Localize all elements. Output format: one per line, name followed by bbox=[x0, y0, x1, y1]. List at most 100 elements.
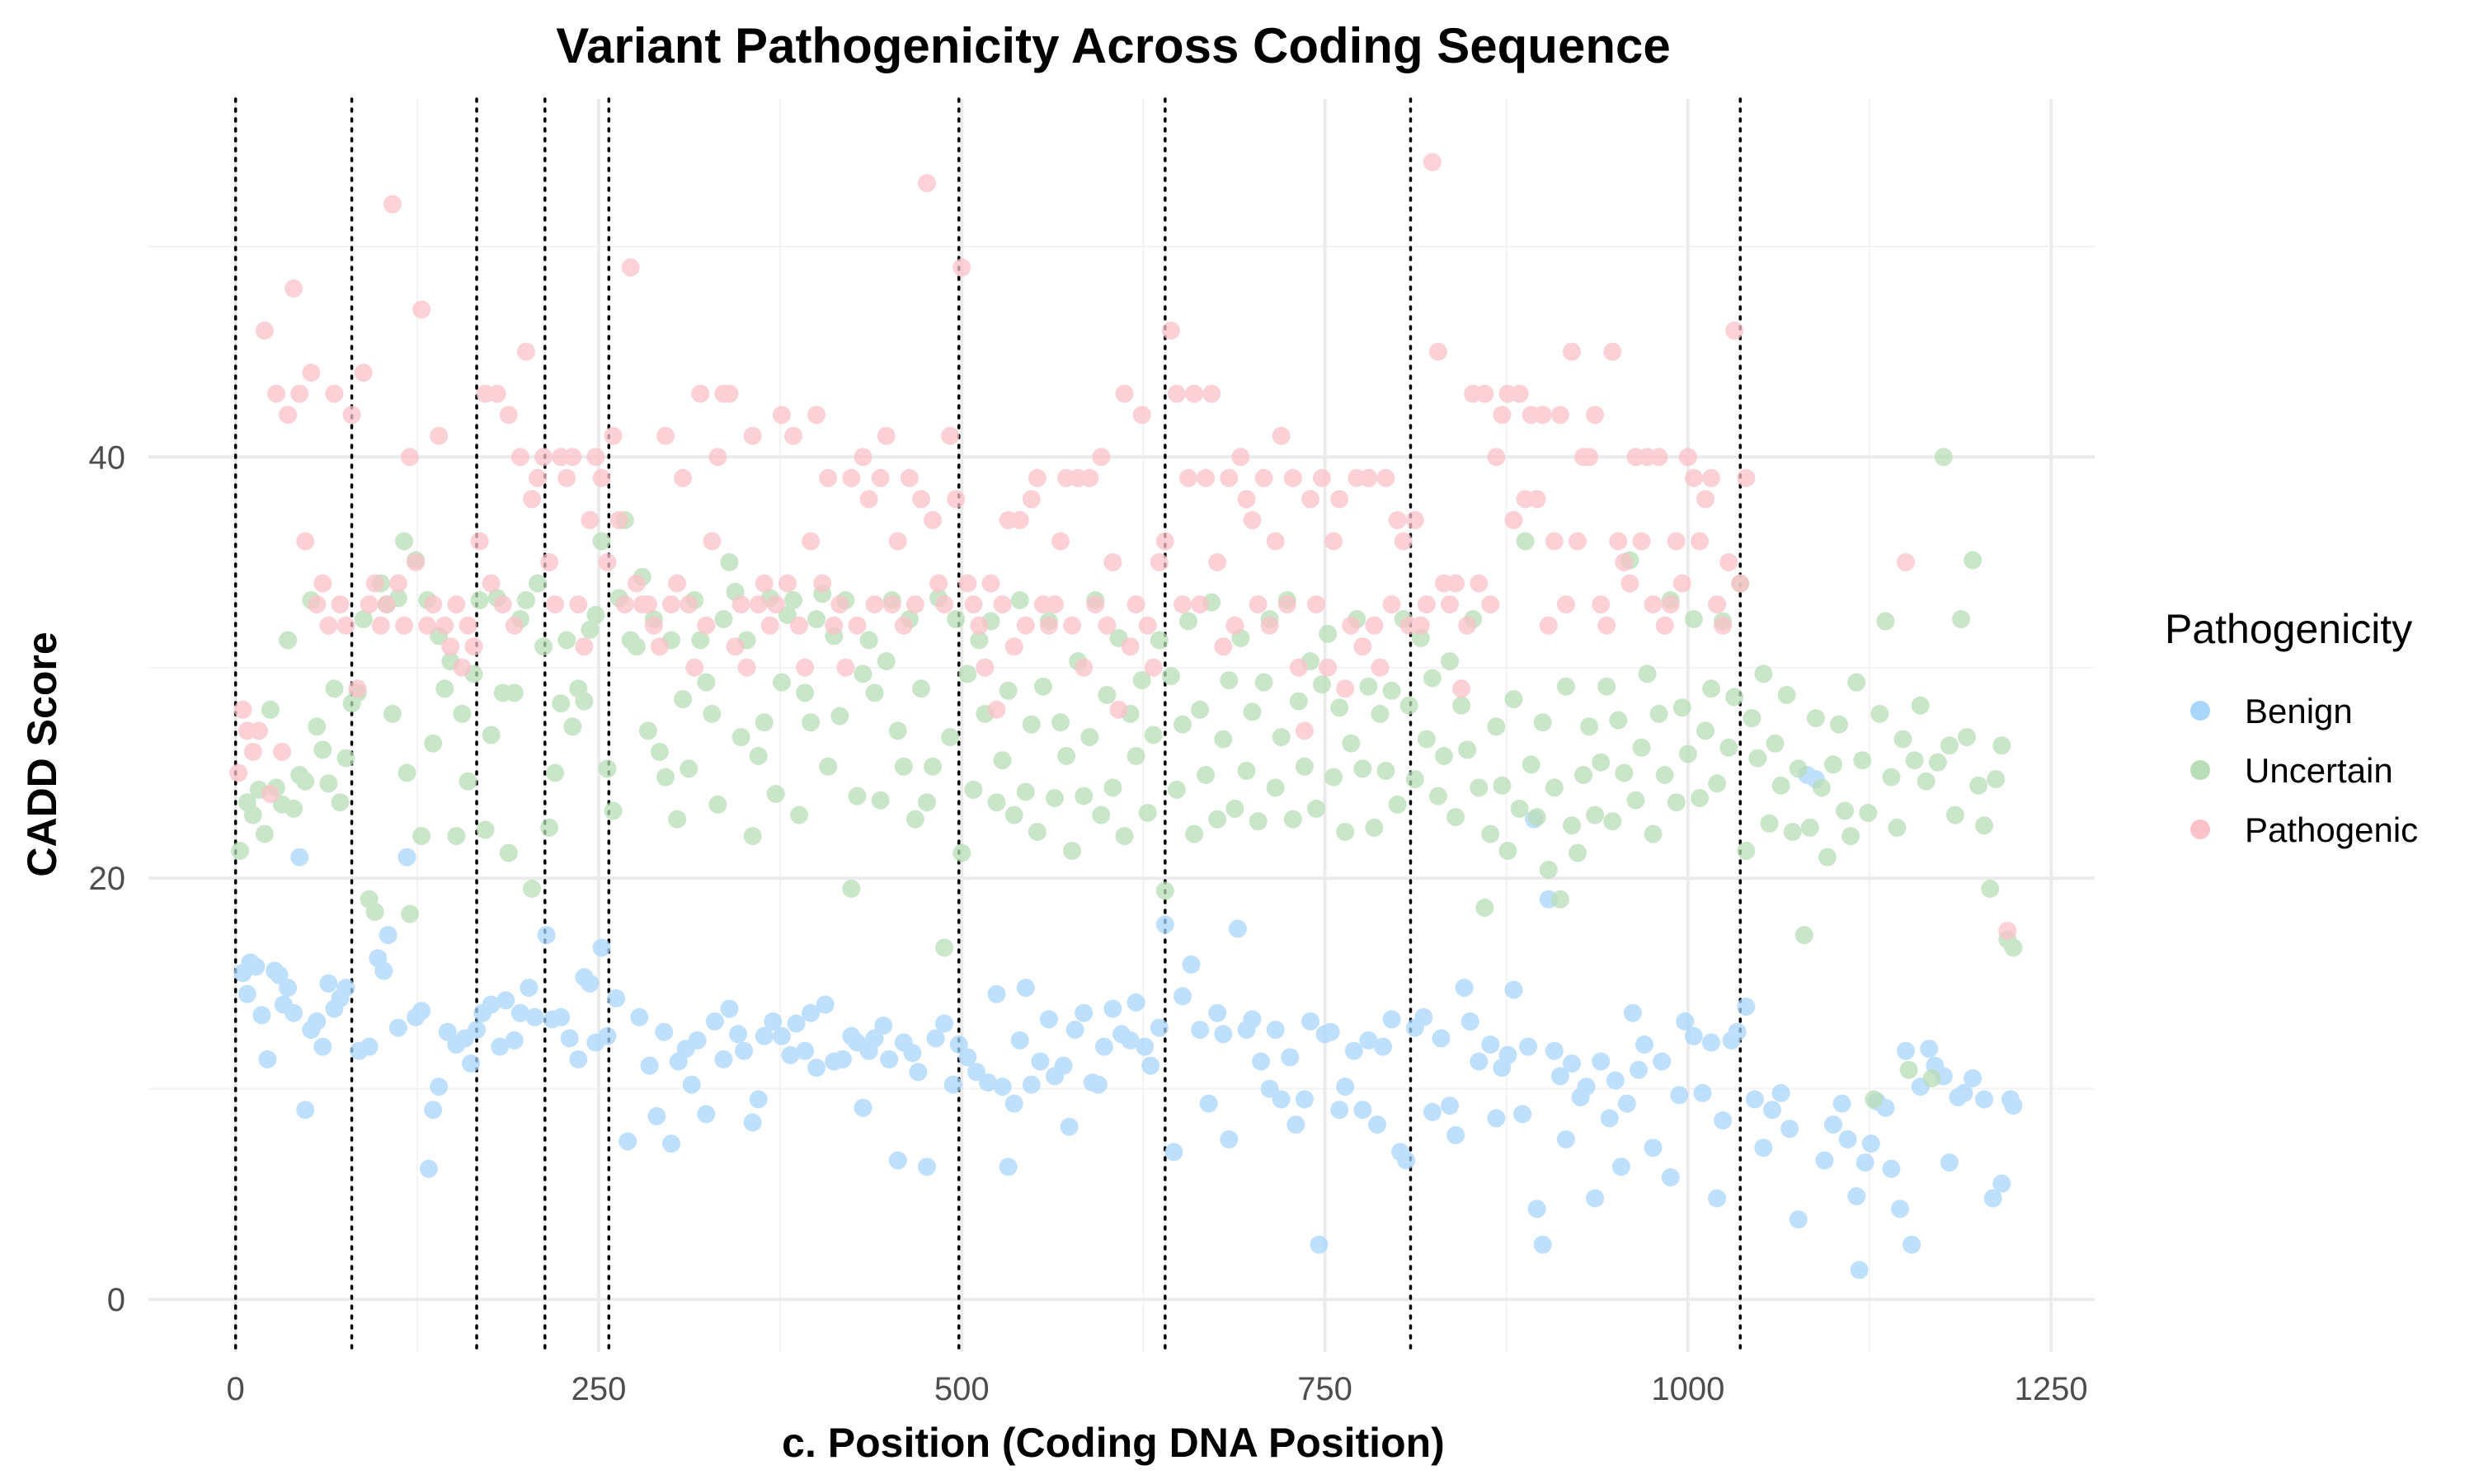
x-tick-label: 250 bbox=[571, 1371, 627, 1407]
benign-point bbox=[360, 1037, 379, 1056]
benign-point bbox=[552, 1007, 571, 1026]
uncertain-point bbox=[1876, 612, 1895, 631]
pathogenic-point bbox=[615, 595, 634, 614]
pathogenic-point bbox=[1649, 448, 1668, 467]
pathogenic-point bbox=[1132, 406, 1151, 425]
uncertain-point bbox=[1806, 709, 1825, 728]
benign-point bbox=[397, 848, 416, 866]
pathogenic-point bbox=[929, 574, 948, 593]
pathogenic-point bbox=[388, 574, 407, 593]
benign-point bbox=[781, 1045, 800, 1064]
pathogenic-point bbox=[505, 616, 524, 635]
pathogenic-point bbox=[342, 406, 361, 425]
pathogenic-point bbox=[1092, 448, 1111, 467]
pathogenic-point bbox=[1336, 679, 1355, 698]
pathogenic-point bbox=[981, 574, 1000, 593]
pathogenic-point bbox=[1504, 510, 1523, 529]
uncertain-point bbox=[958, 665, 977, 683]
benign-point bbox=[1527, 1200, 1546, 1219]
pathogenic-point bbox=[1655, 616, 1674, 635]
uncertain-point bbox=[1928, 753, 1947, 772]
uncertain-point bbox=[1342, 734, 1361, 753]
uncertain-point bbox=[1132, 671, 1151, 690]
uncertain-point bbox=[952, 843, 971, 862]
uncertain-point bbox=[592, 532, 611, 551]
pathogenic-point bbox=[313, 574, 332, 593]
uncertain-point bbox=[947, 610, 966, 628]
benign-point bbox=[1075, 1003, 1094, 1022]
benign-point bbox=[1577, 1078, 1596, 1097]
benign-point bbox=[1103, 999, 1122, 1018]
pathogenic-point bbox=[691, 384, 710, 403]
pathogenic-point bbox=[1010, 510, 1029, 529]
pathogenic-point bbox=[802, 532, 821, 551]
pathogenic-point bbox=[1202, 384, 1221, 403]
x-tick-label: 0 bbox=[227, 1371, 245, 1407]
benign-point bbox=[1586, 1189, 1605, 1208]
pathogenic-point bbox=[656, 426, 675, 445]
benign-point bbox=[1199, 1094, 1218, 1113]
pathogenic-point bbox=[1550, 406, 1569, 425]
pathogenic-point bbox=[273, 742, 291, 761]
benign-point bbox=[1022, 1075, 1041, 1094]
benign-point bbox=[1556, 1130, 1575, 1148]
benign-point bbox=[296, 1101, 315, 1120]
uncertain-point bbox=[1504, 690, 1523, 709]
uncertain-point bbox=[1313, 675, 1331, 694]
pathogenic-point bbox=[592, 468, 611, 487]
pathogenic-point bbox=[1441, 595, 1459, 614]
benign-point bbox=[943, 1075, 962, 1094]
uncertain-point bbox=[1893, 730, 1912, 749]
pathogenic-point bbox=[697, 616, 716, 635]
uncertain-point bbox=[877, 652, 896, 671]
uncertain-point bbox=[1725, 688, 1744, 707]
uncertain-point bbox=[1022, 715, 1041, 734]
uncertain-point bbox=[1783, 823, 1802, 841]
uncertain-point bbox=[918, 793, 936, 812]
pathogenic-point bbox=[766, 595, 785, 614]
uncertain-point bbox=[1179, 612, 1197, 631]
pathogenic-point bbox=[1696, 490, 1714, 509]
uncertain-point bbox=[534, 637, 553, 656]
pathogenic-point bbox=[1063, 616, 1082, 635]
pathogenic-point bbox=[1155, 532, 1174, 551]
benign-point bbox=[926, 1029, 945, 1048]
uncertain-point bbox=[935, 938, 954, 957]
benign-point bbox=[979, 1073, 997, 1092]
benign-point bbox=[1432, 1029, 1451, 1048]
pathogenic-point bbox=[1225, 616, 1244, 635]
pathogenic-point bbox=[1174, 595, 1192, 614]
benign-point bbox=[419, 1159, 438, 1178]
benign-point bbox=[560, 1029, 579, 1048]
uncertain-point bbox=[1498, 842, 1517, 860]
pathogenic-point bbox=[383, 195, 402, 214]
pathogenic-point bbox=[1510, 384, 1529, 403]
pathogenic-point bbox=[447, 595, 466, 614]
pathogenic-point bbox=[464, 637, 483, 656]
y-axis-title: CADD Score bbox=[19, 632, 65, 876]
uncertain-point bbox=[1743, 709, 1761, 728]
pathogenic-point bbox=[1737, 468, 1756, 487]
uncertain-point bbox=[1952, 610, 1970, 628]
pathogenic-point bbox=[888, 532, 907, 551]
pathogenic-point bbox=[790, 616, 808, 635]
benign-point bbox=[903, 1044, 922, 1063]
pathogenic-point bbox=[1481, 595, 1500, 614]
uncertain-point bbox=[1737, 842, 1756, 860]
benign-point bbox=[1359, 1031, 1378, 1050]
benign-point bbox=[743, 1113, 762, 1132]
benign-point bbox=[1897, 1041, 1915, 1060]
benign-point bbox=[1606, 1071, 1625, 1090]
uncertain-point bbox=[1376, 761, 1395, 780]
uncertain-point bbox=[674, 690, 693, 709]
uncertain-point bbox=[397, 763, 416, 782]
uncertain-point bbox=[1987, 770, 2006, 789]
pathogenic-point bbox=[1283, 468, 1302, 487]
pathogenic-point bbox=[546, 595, 565, 614]
pathogenic-point bbox=[1260, 616, 1279, 635]
pathogenic-point bbox=[1998, 922, 2017, 941]
pathogenic-point bbox=[229, 763, 248, 782]
benign-point bbox=[880, 1050, 899, 1068]
uncertain-point bbox=[964, 780, 983, 799]
benign-point bbox=[1039, 1010, 1058, 1029]
